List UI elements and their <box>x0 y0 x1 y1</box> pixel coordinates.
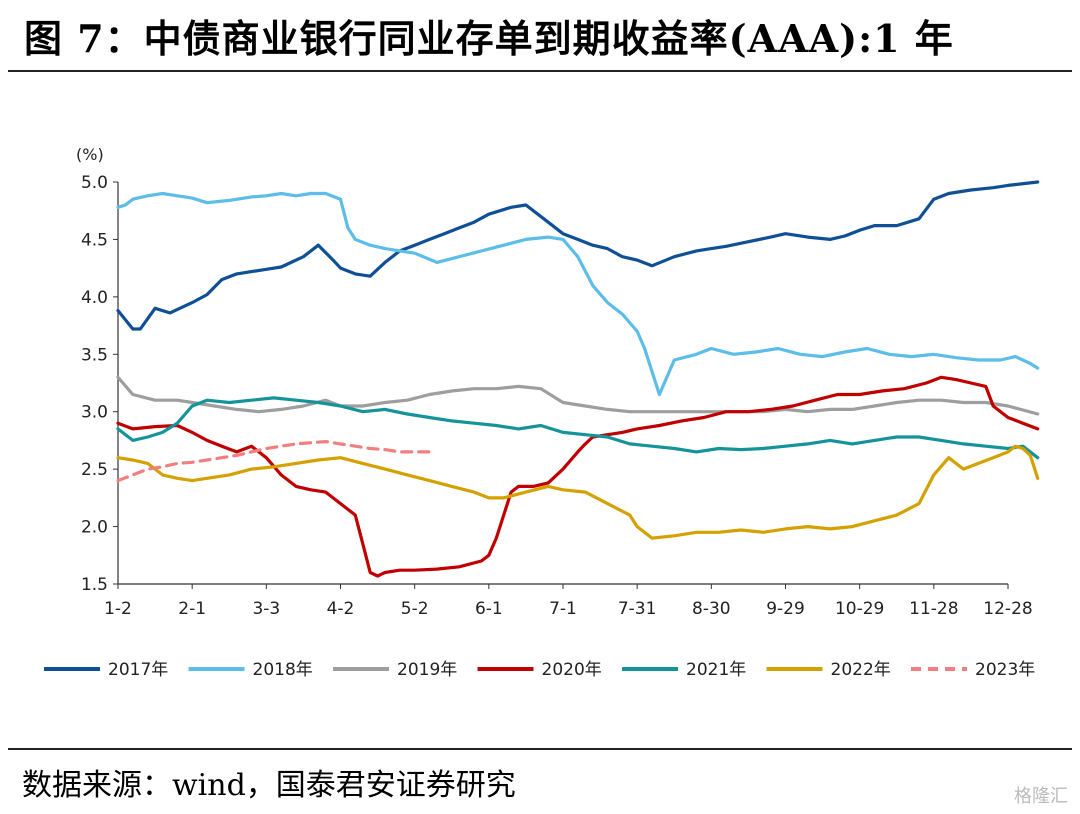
x-tick-label: 3-3 <box>252 599 280 619</box>
x-tick-label: 7-31 <box>618 599 657 619</box>
axes: 5.0 4.5 4.0 3.5 3.0 2.5 2.0 1.5 1-2 2-1 3-3 4-2 5-2 6… <box>81 173 1033 619</box>
y-tick-label: 1.5 <box>81 575 108 595</box>
legend-label: 2022年 <box>831 660 891 680</box>
series-line-3 <box>116 375 1040 416</box>
x-tick-label: 9-29 <box>766 599 805 619</box>
y-tick-label: 3.0 <box>81 403 108 423</box>
legend-label: 2020年 <box>542 660 602 680</box>
y-axis-unit: (%) <box>76 145 104 164</box>
title-rule <box>8 70 1072 72</box>
footer-rule <box>8 748 1072 750</box>
series-line-7 <box>116 440 432 483</box>
y-tick-label: 3.5 <box>81 345 108 365</box>
y-tick-label: 2.5 <box>81 460 108 480</box>
x-tick-label: 10-29 <box>835 599 884 619</box>
x-tick-label: 1-2 <box>104 599 132 619</box>
series-line-1 <box>116 180 1040 331</box>
legend-label: 2023年 <box>975 660 1035 680</box>
y-tick-label: 4.5 <box>81 230 108 250</box>
y-tick-label: 4.0 <box>81 288 108 308</box>
legend: 2017年 2018年 2019年 2020年 2021年 2022年 2023年 <box>44 660 1035 680</box>
chart-title: 图 7：中债商业银行同业存单到期收益率(AAA):1 年 <box>24 16 954 61</box>
series-line-4 <box>116 375 1040 578</box>
watermark: 格隆汇 <box>1014 786 1068 807</box>
x-tick-label: 8-30 <box>692 599 731 619</box>
series-line-2 <box>116 191 1040 397</box>
y-tick-label: 2.0 <box>81 518 108 538</box>
legend-label: 2019年 <box>397 660 457 680</box>
legend-label: 2017年 <box>108 660 168 680</box>
y-tick-label: 5.0 <box>81 173 108 193</box>
x-tick-label: 7-1 <box>549 599 577 619</box>
x-tick-label: 12-28 <box>983 599 1032 619</box>
x-tick-label: 4-2 <box>327 599 355 619</box>
line-chart: (%) 5.0 4.5 4.0 3.5 3.0 2.5 2.0 1.5 1-2 2-1 3-3 4-2… <box>44 145 1040 680</box>
series-line-6 <box>116 444 1040 540</box>
series-layer <box>116 180 1040 578</box>
legend-label: 2018年 <box>253 660 313 680</box>
legend-label: 2021年 <box>686 660 746 680</box>
x-tick-label: 5-2 <box>401 599 429 619</box>
x-tick-label: 11-28 <box>909 599 958 619</box>
x-tick-label: 6-1 <box>475 599 503 619</box>
x-tick-label: 2-1 <box>178 599 206 619</box>
series-line-5 <box>116 396 1040 460</box>
source-note: 数据来源：wind，国泰君安证券研究 <box>22 768 516 803</box>
